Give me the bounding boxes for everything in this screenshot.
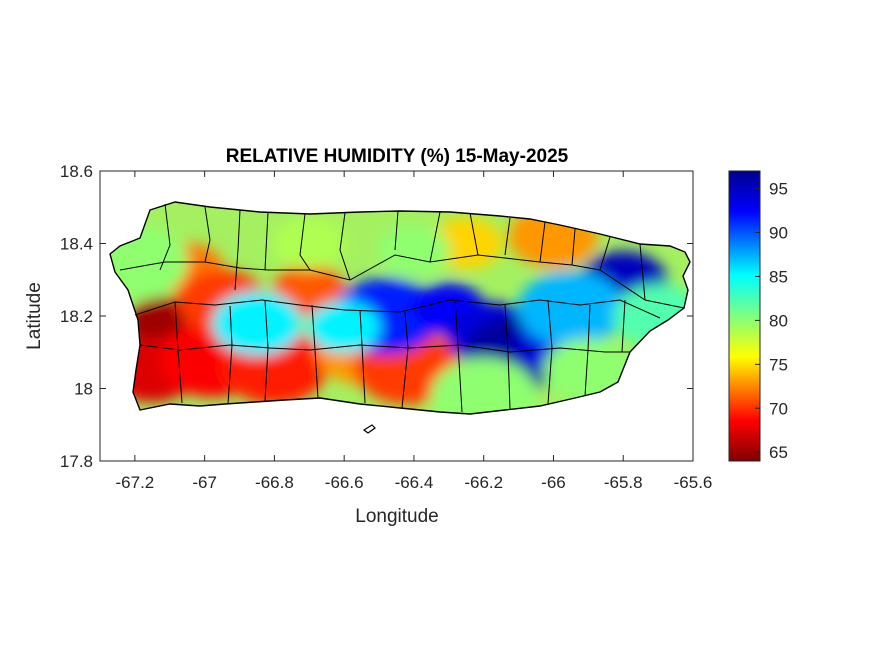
colorbar-tick-label: 75 (769, 355, 788, 374)
y-axis-label: Latitude (24, 282, 45, 350)
colorbar-tick-label: 80 (769, 311, 788, 330)
x-tick-label: -66 (541, 473, 566, 492)
x-tick-label: -66.2 (464, 473, 503, 492)
x-ticks: -67.2 -67 -66.8 -66.6 -66.4 -66.2 -66 -65.8 -65.… (116, 171, 713, 492)
y-tick-label: 18 (74, 380, 93, 399)
colorbar-tick-label: 90 (769, 224, 788, 243)
colorbar-tick-label: 95 (769, 180, 788, 199)
x-tick-label: -65.6 (674, 473, 713, 492)
island-outline (109, 201, 691, 415)
colorbar-tick-label: 65 (769, 443, 788, 462)
y-tick-label: 18.4 (60, 235, 93, 254)
x-tick-label: -67.2 (116, 473, 155, 492)
caja-de-muertos-islet (362, 424, 376, 434)
x-tick-label: -67 (192, 473, 217, 492)
municipality-boundaries (119, 203, 685, 413)
chart-title: RELATIVE HUMIDITY (%) 15-May-2025 (226, 146, 569, 167)
x-tick-label: -66.6 (325, 473, 364, 492)
humidity-field (110, 202, 690, 414)
y-ticks: 17.8 18 18.2 18.4 18.6 (60, 162, 693, 471)
humidity-cell (517, 270, 625, 347)
humidity-cell (272, 217, 346, 270)
x-tick-label: -66.4 (395, 473, 434, 492)
humidity-cell (377, 224, 451, 277)
colorbar-tick-label: 85 (769, 267, 788, 286)
y-tick-label: 18.6 (60, 162, 93, 181)
humidity-cell (212, 291, 302, 356)
y-tick-label: 17.8 (60, 452, 93, 471)
x-tick-label: -66.8 (255, 473, 294, 492)
humidity-cell (110, 223, 189, 300)
humidity-cell (307, 300, 381, 353)
humidity-cell (430, 357, 537, 414)
x-tick-label: -65.8 (604, 473, 643, 492)
colorbar (728, 170, 761, 462)
x-axis-label: Longitude (355, 506, 438, 527)
colorbar-tick-label: 70 (769, 399, 788, 418)
y-tick-label: 18.2 (60, 307, 93, 326)
colorbar-ticks: 65 70 75 80 85 90 95 (755, 180, 788, 462)
